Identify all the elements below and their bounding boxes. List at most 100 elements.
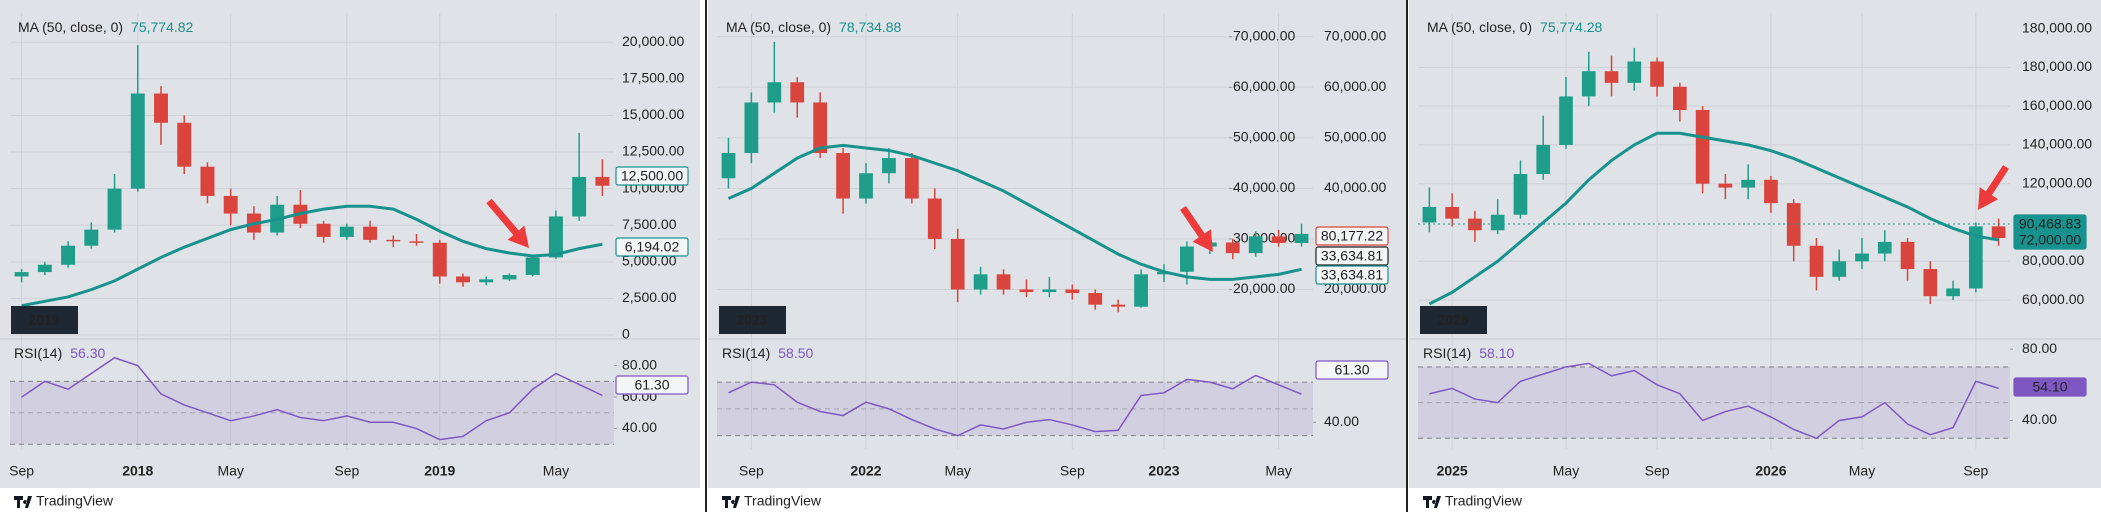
ma-legend: MA (50, close, 0) 78,734.88 xyxy=(726,19,902,35)
candle-body xyxy=(1923,269,1938,297)
candle-body xyxy=(1695,109,1710,184)
candle-body xyxy=(1294,233,1309,243)
y-tick-label: 7,500.00 xyxy=(622,216,677,232)
candle-body xyxy=(525,257,540,275)
candle-body xyxy=(1627,61,1642,83)
y-tick-label: 180,000.00 xyxy=(2022,58,2092,74)
ma-legend: MA (50, close, 0) 75,774.82 xyxy=(18,19,194,35)
candle-body xyxy=(84,229,99,246)
candle-body xyxy=(813,102,828,154)
candle-body xyxy=(1490,214,1505,231)
candle-body xyxy=(950,238,965,290)
rsi-value: 56.30 xyxy=(70,345,105,361)
ma-value: 75,774.82 xyxy=(131,19,193,35)
rsi-band xyxy=(1418,366,2010,439)
x-tick-label: May xyxy=(543,463,569,479)
y-tick-label: 160,000.00 xyxy=(2022,97,2092,113)
candle-body xyxy=(1225,242,1240,254)
price-label-box xyxy=(615,237,689,257)
candle-body xyxy=(1900,241,1915,270)
y2-tick-label: 60,000.00 xyxy=(1233,78,1295,94)
candle-body xyxy=(1991,226,2006,239)
candle-body xyxy=(479,279,494,283)
rsi-tick-label: 40.00 xyxy=(2022,411,2057,427)
x-tick-label: 2018 xyxy=(122,463,153,479)
y-axis-top-label: 180,000.00 xyxy=(2022,20,2092,36)
y-tick-label: 20,000.00 xyxy=(622,33,684,49)
candle-body xyxy=(859,173,873,199)
year-badge: 2026 xyxy=(1437,312,1468,328)
candle-body xyxy=(767,82,782,103)
rsi-line xyxy=(728,374,1302,437)
x-tick-label: 2022 xyxy=(850,463,881,479)
ma-line xyxy=(21,204,603,308)
candle-body xyxy=(927,198,942,239)
candle-body xyxy=(1764,179,1778,204)
x-tick-label: May xyxy=(1265,463,1291,479)
candle-body xyxy=(200,166,215,196)
y-tick-label: 12,500.00 xyxy=(622,143,684,159)
x-tick-label: Sep xyxy=(1060,463,1085,479)
candle-body xyxy=(1559,96,1573,145)
price-label: 54.10 xyxy=(2032,379,2067,395)
y-tick-label: 50,000.00 xyxy=(1324,129,1386,145)
candle-body xyxy=(316,223,331,237)
candle-body xyxy=(721,153,736,179)
x-tick-label: Sep xyxy=(1963,463,1988,479)
candle-body xyxy=(744,102,759,154)
price-label: 6,194.02 xyxy=(625,239,680,255)
candle-body xyxy=(432,242,447,277)
price-label: 33,634.81 xyxy=(1321,267,1383,283)
rsi-legend: RSI(14) 58.50 xyxy=(722,345,813,361)
price-label-box xyxy=(1315,265,1389,285)
rsi-label: RSI(14) xyxy=(1423,345,1471,361)
x-tick-label: May xyxy=(944,463,970,479)
price-label: 33,634.81 xyxy=(1321,248,1383,264)
year-badge-bg xyxy=(719,306,786,334)
y-tick-label: 140,000.00 xyxy=(2022,136,2092,152)
x-tick-label: 2025 xyxy=(1437,463,1468,479)
x-tick-label: 2019 xyxy=(424,463,455,479)
rsi-line xyxy=(21,356,603,441)
candle-body xyxy=(1248,236,1263,254)
candle-body xyxy=(548,216,563,258)
y-tick-label: 0 xyxy=(622,326,630,342)
brand-name: TradingView xyxy=(744,493,822,509)
y-tick-label: 40,000.00 xyxy=(1324,179,1386,195)
brand-logo xyxy=(14,496,32,508)
candle-body xyxy=(1673,86,1687,110)
ma-line xyxy=(1428,131,1999,306)
candle-body xyxy=(1969,226,1983,289)
rsi-legend: RSI(14) 58.10 xyxy=(1423,345,1514,361)
candle-body xyxy=(1065,289,1080,294)
ma-label: MA (50, close, 0) xyxy=(1427,19,1532,35)
candle-body xyxy=(1741,179,1755,188)
candle-body xyxy=(973,274,988,290)
candle-body xyxy=(177,122,192,167)
y2-tick-label: 50,000.00 xyxy=(1233,129,1295,145)
ma-value: 75,774.28 xyxy=(1540,19,1602,35)
panel-background xyxy=(708,0,1408,488)
candle-body xyxy=(1134,274,1148,307)
y-tick-label: 2,500.00 xyxy=(622,289,677,305)
candle-body xyxy=(1718,183,1733,188)
brand-logo xyxy=(1423,496,1441,508)
candle-body xyxy=(1445,206,1459,219)
candle-body xyxy=(1809,245,1824,277)
price-label: 80,177.22 xyxy=(1321,228,1383,244)
arrow-shaft xyxy=(1180,206,1207,241)
panel-background xyxy=(0,0,700,488)
ma-legend: MA (50, close, 0) 75,774.28 xyxy=(1427,19,1603,35)
year-badge: 2019 xyxy=(28,312,59,328)
arrow-shaft xyxy=(1983,165,2009,199)
brand-logo xyxy=(722,496,740,508)
arrow-head xyxy=(1192,229,1213,252)
candle-body xyxy=(339,226,354,237)
arrow-head xyxy=(1978,187,1999,210)
rsi-tick-label: 40.00 xyxy=(622,419,657,435)
x-tick-label: May xyxy=(1849,463,1875,479)
rsi-tick-label: 80.00 xyxy=(2022,340,2057,356)
y-tick-label: 15,000.00 xyxy=(622,106,684,122)
ma-label: MA (50, close, 0) xyxy=(18,19,123,35)
x-tick-label: 2023 xyxy=(1148,463,1179,479)
